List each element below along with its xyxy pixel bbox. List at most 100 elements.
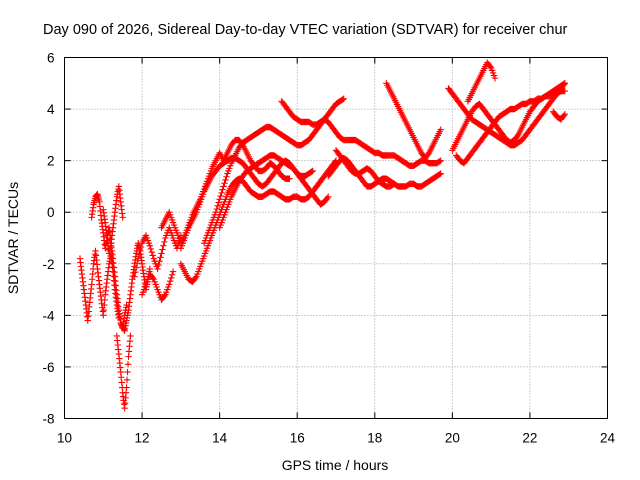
data-point [166, 277, 174, 285]
data-point [217, 192, 224, 200]
data-points [76, 59, 569, 412]
data-point [166, 281, 173, 288]
series-track-12 [216, 152, 332, 231]
series-track-13 [278, 95, 347, 128]
data-point [159, 246, 166, 253]
series-track-19 [453, 87, 569, 167]
data-point [309, 167, 316, 175]
data-point [124, 368, 131, 376]
data-point [192, 274, 199, 282]
chart-title: Day 090 of 2026, Sidereal Day-to-day VTE… [43, 22, 568, 38]
series-track-04 [113, 332, 134, 412]
x-tick-label: 24 [600, 431, 616, 446]
data-point [149, 252, 156, 259]
data-point [131, 273, 138, 280]
data-point [134, 259, 141, 267]
x-tick-label: 14 [212, 431, 228, 446]
data-point [223, 173, 230, 180]
data-point [161, 238, 168, 246]
data-point [560, 80, 568, 88]
data-point [136, 247, 144, 255]
y-tick-label: -4 [42, 308, 54, 323]
data-point [561, 87, 569, 95]
data-point [156, 258, 163, 265]
data-point [561, 111, 569, 118]
data-point [514, 132, 521, 140]
y-tick-label: 0 [47, 205, 55, 220]
data-point [221, 180, 228, 187]
y-tick-label: 4 [47, 102, 55, 117]
data-point [436, 158, 443, 165]
y-axis-label: SDTVAR / TECUs [5, 182, 21, 294]
series-track-07 [138, 268, 177, 304]
series-track-10 [200, 116, 444, 247]
data-point [286, 175, 293, 182]
data-point [218, 189, 225, 197]
data-point [339, 96, 346, 103]
x-tick-label: 12 [135, 431, 150, 446]
data-point [220, 183, 227, 190]
data-point [134, 255, 142, 262]
data-point [123, 376, 131, 384]
series-track-15 [332, 147, 398, 190]
data-point [491, 74, 499, 82]
data-point [213, 205, 220, 213]
x-tick-label: 10 [57, 431, 72, 446]
data-point [155, 261, 162, 269]
data-point [390, 180, 398, 188]
data-point [168, 271, 176, 278]
series-track-20 [464, 59, 499, 105]
data-point [560, 112, 568, 119]
data-point [486, 63, 494, 70]
data-point [390, 181, 397, 188]
x-axis-label: GPS time / hours [282, 457, 389, 473]
data-point [308, 168, 315, 175]
y-tick-label: -6 [42, 360, 54, 375]
data-point [436, 170, 443, 178]
data-point [219, 186, 226, 193]
data-point [222, 176, 229, 184]
data-point [561, 80, 569, 87]
data-point [146, 242, 154, 249]
data-point [340, 95, 347, 102]
data-point [167, 274, 175, 282]
x-tick-label: 18 [367, 431, 382, 446]
x-tick-label: 16 [290, 431, 305, 446]
data-point [437, 157, 444, 164]
data-point [135, 251, 143, 258]
data-point [324, 194, 331, 202]
data-point [137, 243, 145, 251]
data-point [437, 126, 444, 133]
data-point [132, 268, 139, 276]
data-point [148, 248, 155, 256]
data-point [215, 199, 222, 206]
data-point [133, 264, 140, 271]
data-point [216, 196, 223, 203]
data-point [154, 265, 161, 273]
data-point [158, 250, 165, 257]
y-tick-label: 2 [47, 154, 55, 169]
data-point [147, 245, 154, 253]
data-point [325, 193, 332, 200]
series-track-03 [100, 183, 126, 257]
x-tick-label: 22 [522, 431, 537, 446]
series-track-21 [550, 108, 569, 123]
data-point [424, 150, 432, 158]
plot-frame [64, 57, 608, 419]
data-point [161, 292, 168, 300]
x-tick-label: 20 [445, 431, 460, 446]
series-track-06 [131, 224, 185, 280]
y-tick-label: -2 [42, 257, 54, 272]
series-track-16 [383, 80, 444, 162]
data-point [149, 274, 156, 282]
data-point [123, 384, 130, 391]
data-point [124, 361, 132, 368]
data-point [157, 254, 164, 261]
y-tick-label: -8 [42, 412, 54, 427]
series-track-09 [177, 157, 340, 286]
data-point [169, 268, 177, 275]
data-point [212, 209, 219, 216]
y-tick-label: 6 [47, 51, 55, 66]
